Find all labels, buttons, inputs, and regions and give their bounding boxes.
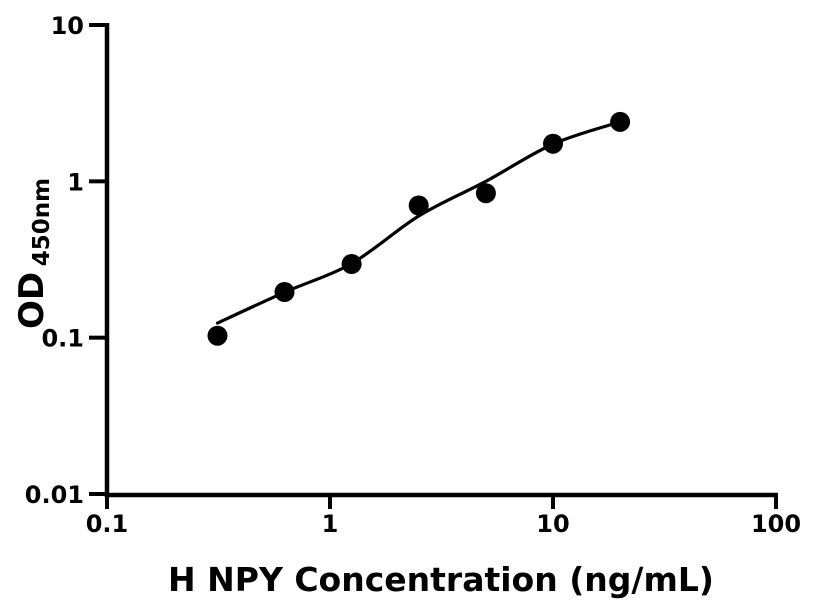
x-tick-label-100: 100	[751, 510, 801, 538]
y-axis-title: OD 450nm	[12, 178, 55, 329]
data-point-3	[341, 254, 362, 274]
y-axis-title-subscript: 450nm	[29, 178, 55, 266]
data-point-6	[543, 133, 563, 154]
y-axis-ticks	[89, 23, 105, 496]
x-tick-label-1: 1	[322, 510, 339, 538]
y-axis-title-main: OD	[12, 272, 52, 329]
data-point-4	[408, 195, 429, 216]
x-axis-tick-labels: 0.1 1 10 100	[86, 510, 801, 538]
x-tick-label-10: 10	[536, 510, 569, 538]
y-tick-label-1: 1	[67, 168, 84, 196]
x-axis-ticks	[105, 495, 778, 509]
x-axis-title: H NPY Concentration (ng/mL)	[168, 560, 714, 599]
x-tick-label-0.1: 0.1	[86, 510, 129, 538]
data-point-5	[475, 183, 496, 204]
y-tick-label-0.1: 0.1	[41, 325, 84, 353]
data-point-2	[274, 282, 295, 302]
y-tick-label-0.01: 0.01	[25, 481, 84, 509]
data-point-1	[207, 325, 228, 346]
plot-axes	[104, 23, 778, 498]
y-axis-tick-labels: 0.01 0.1 1 10	[25, 12, 84, 509]
y-tick-label-10: 10	[51, 12, 84, 40]
data-points	[207, 111, 631, 346]
data-point-7	[610, 111, 631, 132]
